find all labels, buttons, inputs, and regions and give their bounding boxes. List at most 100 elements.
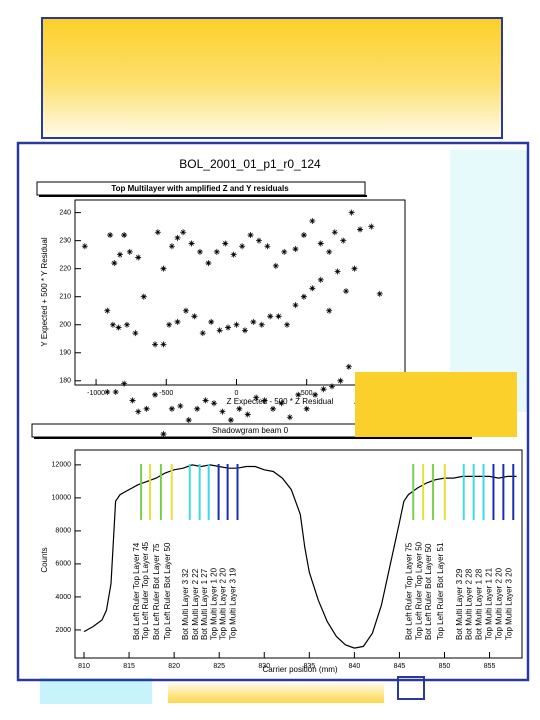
point	[236, 405, 243, 412]
x-tick-label: 840	[349, 663, 361, 670]
y-axis-label: Counts	[40, 547, 49, 572]
point	[213, 248, 220, 255]
point	[126, 248, 133, 255]
point	[320, 386, 327, 393]
point	[261, 397, 268, 404]
point	[129, 397, 136, 404]
point	[292, 302, 299, 309]
point	[295, 391, 302, 398]
annotation: Top Left Ruler Bot Layer 51	[436, 542, 445, 640]
point	[239, 243, 246, 250]
point	[112, 389, 119, 396]
point	[174, 234, 181, 241]
annotation: Bot Left Ruler Top Layer 74	[132, 542, 141, 640]
annotation: Bot Multi Layer 1 28	[475, 568, 484, 640]
point	[278, 400, 285, 407]
y-tick-label: 220	[59, 266, 71, 273]
point	[154, 229, 161, 236]
x-tick-label: 500	[301, 390, 313, 397]
point	[312, 391, 319, 398]
point	[258, 321, 265, 328]
point	[104, 389, 111, 396]
point	[340, 237, 347, 244]
point	[326, 307, 333, 314]
point	[166, 321, 173, 328]
x-tick-label: 825	[213, 663, 225, 670]
annotation: Bot Multi Layer 3 32	[181, 568, 190, 640]
y-tick-label: 210	[59, 294, 71, 301]
point	[135, 254, 142, 261]
point	[211, 400, 218, 407]
annotation: Bot Left Ruler Bot Layer 75	[152, 543, 161, 640]
annotation: Bot Multi Layer 3 29	[455, 568, 464, 640]
point	[208, 318, 215, 325]
annotation: Bot Left Ruler Bot Layer 50	[424, 543, 433, 640]
x-axis-label: Carrier position (mm)	[262, 665, 337, 674]
point	[121, 380, 128, 387]
point	[351, 265, 358, 272]
point	[185, 417, 192, 424]
point	[233, 321, 240, 328]
point	[326, 248, 333, 255]
point	[345, 363, 352, 370]
annotation: Top Left Ruler Top Layer 50	[414, 541, 423, 640]
point	[194, 405, 201, 412]
x-tick-label: 810	[78, 663, 90, 670]
point	[140, 293, 147, 300]
annotation: Bot Multi Layer 2 28	[465, 568, 474, 640]
annotation: Top Multi Layer 2 20	[494, 567, 503, 640]
point	[255, 237, 262, 244]
point	[250, 318, 257, 325]
point	[116, 251, 123, 258]
point	[225, 324, 232, 331]
point	[143, 405, 150, 412]
annotation: Top Multi Layer 3 19	[229, 567, 238, 640]
point	[328, 383, 335, 390]
point	[267, 313, 274, 320]
point	[247, 232, 254, 239]
point	[115, 324, 122, 331]
data-line	[83, 464, 517, 649]
point	[303, 405, 310, 412]
point	[160, 431, 167, 438]
point	[309, 218, 316, 225]
point	[160, 341, 167, 348]
y-tick-label: 8000	[55, 528, 71, 535]
header-banner	[41, 17, 503, 139]
point	[81, 243, 88, 250]
side-panel	[450, 150, 528, 412]
point	[160, 265, 167, 272]
x-tick-label: 855	[484, 663, 496, 670]
bottom-cyan	[40, 678, 152, 704]
plot-frame	[74, 199, 406, 386]
y-tick-label: 2000	[55, 627, 71, 634]
x-tick-label: 835	[303, 663, 315, 670]
y-tick-label: 190	[59, 350, 71, 357]
point	[264, 243, 271, 250]
point	[191, 313, 198, 320]
chart-subtitle: Top Multilayer with amplified Z and Y re…	[111, 184, 289, 193]
point	[219, 408, 226, 415]
point	[317, 276, 324, 283]
bottom-yellow	[168, 683, 384, 703]
x-tick-label: 830	[258, 663, 270, 670]
point	[343, 288, 350, 295]
y-tick-label: 4000	[55, 594, 71, 601]
point	[107, 232, 114, 239]
point	[135, 408, 142, 415]
x-tick-label: 820	[168, 663, 180, 670]
annotation: Top Left Ruler Bot Layer 50	[163, 542, 172, 640]
chart-title: Shadowgram beam 0	[212, 426, 289, 435]
x-tick-label: 0	[235, 390, 239, 397]
point	[309, 285, 316, 292]
point	[152, 341, 159, 348]
point	[109, 321, 116, 328]
x-tick-label: 850	[439, 663, 451, 670]
title-shadow	[34, 437, 472, 439]
point	[376, 290, 383, 297]
point	[275, 313, 282, 320]
y-tick-label: 240	[59, 209, 71, 216]
y-tick-label: 10000	[52, 495, 72, 502]
